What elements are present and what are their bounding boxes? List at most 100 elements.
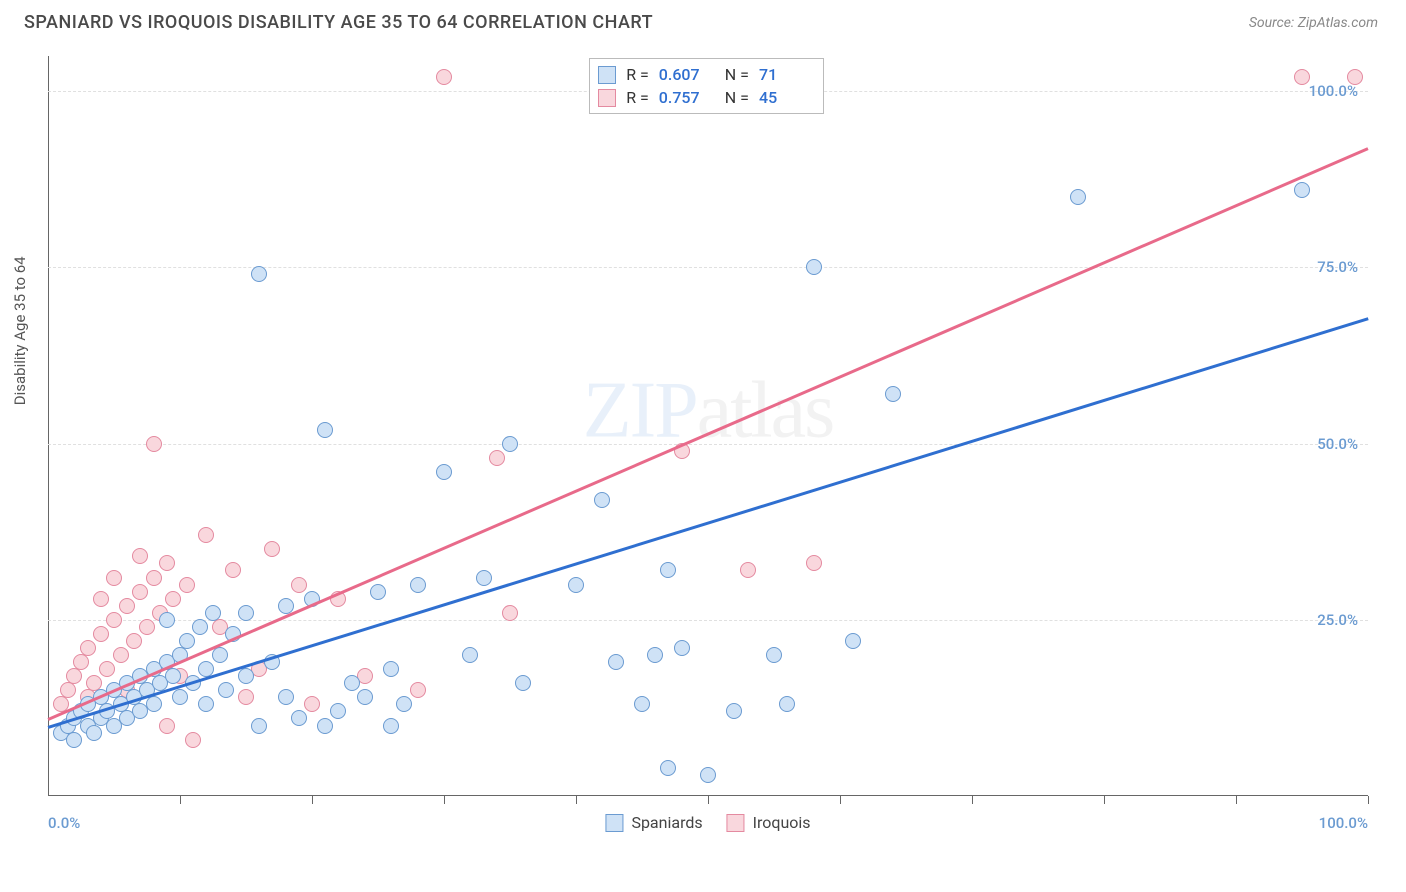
x-tick bbox=[312, 796, 313, 804]
scatter-point-iroquois bbox=[113, 647, 129, 663]
scatter-point-spaniards bbox=[357, 689, 373, 705]
scatter-point-spaniards bbox=[608, 654, 624, 670]
n-label: N = bbox=[725, 88, 749, 107]
scatter-point-spaniards bbox=[278, 689, 294, 705]
x-tick bbox=[1368, 796, 1369, 804]
scatter-point-spaniards bbox=[146, 696, 162, 712]
scatter-point-spaniards bbox=[344, 675, 360, 691]
n-label: N = bbox=[725, 65, 749, 84]
scatter-point-iroquois bbox=[179, 577, 195, 593]
scatter-point-spaniards bbox=[634, 696, 650, 712]
scatter-point-spaniards bbox=[396, 696, 412, 712]
x-tick bbox=[180, 796, 181, 804]
chart-title: SPANIARD VS IROQUOIS DISABILITY AGE 35 T… bbox=[24, 12, 653, 33]
scatter-point-spaniards bbox=[660, 562, 676, 578]
x-tick bbox=[972, 796, 973, 804]
scatter-point-iroquois bbox=[806, 555, 822, 571]
scatter-point-iroquois bbox=[304, 696, 320, 712]
n-value-spaniards: 71 bbox=[759, 65, 815, 84]
scatter-point-spaniards bbox=[476, 570, 492, 586]
scatter-point-iroquois bbox=[198, 527, 214, 543]
trend-line bbox=[48, 148, 1369, 721]
scatter-point-spaniards bbox=[198, 696, 214, 712]
scatter-point-iroquois bbox=[165, 591, 181, 607]
scatter-point-iroquois bbox=[502, 605, 518, 621]
scatter-point-iroquois bbox=[99, 661, 115, 677]
grid-line bbox=[48, 267, 1368, 268]
r-value-spaniards: 0.607 bbox=[659, 65, 715, 84]
scatter-point-spaniards bbox=[1294, 182, 1310, 198]
legend-label-spaniards: Spaniards bbox=[631, 813, 702, 832]
scatter-point-spaniards bbox=[251, 266, 267, 282]
scatter-point-spaniards bbox=[674, 640, 690, 656]
legend-label-iroquois: Iroquois bbox=[753, 813, 811, 832]
x-tick bbox=[576, 796, 577, 804]
scatter-point-iroquois bbox=[146, 436, 162, 452]
scatter-point-iroquois bbox=[238, 689, 254, 705]
r-label: R = bbox=[626, 88, 649, 107]
x-axis-max-label: 100.0% bbox=[1319, 814, 1368, 832]
scatter-point-iroquois bbox=[139, 619, 155, 635]
legend-item-iroquois: Iroquois bbox=[727, 813, 811, 832]
x-tick bbox=[1236, 796, 1237, 804]
scatter-point-spaniards bbox=[660, 760, 676, 776]
scatter-point-iroquois bbox=[291, 577, 307, 593]
x-tick bbox=[708, 796, 709, 804]
scatter-point-spaniards bbox=[383, 661, 399, 677]
x-tick bbox=[840, 796, 841, 804]
scatter-point-iroquois bbox=[119, 598, 135, 614]
x-tick bbox=[444, 796, 445, 804]
y-tick-label: 50.0% bbox=[1317, 435, 1358, 453]
scatter-point-iroquois bbox=[93, 591, 109, 607]
scatter-point-iroquois bbox=[132, 584, 148, 600]
scatter-point-iroquois bbox=[159, 718, 175, 734]
r-value-iroquois: 0.757 bbox=[659, 88, 715, 107]
n-value-iroquois: 45 bbox=[759, 88, 815, 107]
scatter-point-spaniards bbox=[568, 577, 584, 593]
grid-line bbox=[48, 444, 1368, 445]
scatter-point-iroquois bbox=[60, 682, 76, 698]
scatter-point-spaniards bbox=[779, 696, 795, 712]
scatter-point-spaniards bbox=[251, 718, 267, 734]
scatter-point-iroquois bbox=[93, 626, 109, 642]
scatter-point-spaniards bbox=[462, 647, 478, 663]
scatter-point-iroquois bbox=[264, 541, 280, 557]
series-legend: Spaniards Iroquois bbox=[605, 813, 810, 832]
y-tick-label: 100.0% bbox=[1309, 82, 1358, 100]
scatter-point-iroquois bbox=[1347, 69, 1363, 85]
scatter-point-iroquois bbox=[106, 612, 122, 628]
scatter-point-spaniards bbox=[317, 718, 333, 734]
scatter-point-spaniards bbox=[383, 718, 399, 734]
y-tick-label: 75.0% bbox=[1317, 258, 1358, 276]
y-axis-line bbox=[48, 56, 49, 796]
scatter-point-spaniards bbox=[172, 689, 188, 705]
scatter-point-spaniards bbox=[370, 584, 386, 600]
scatter-point-spaniards bbox=[1070, 189, 1086, 205]
scatter-point-spaniards bbox=[212, 647, 228, 663]
scatter-point-spaniards bbox=[86, 725, 102, 741]
stats-row-iroquois: R = 0.757 N = 45 bbox=[598, 86, 815, 109]
scatter-point-spaniards bbox=[502, 436, 518, 452]
x-tick bbox=[1104, 796, 1105, 804]
chart-plot-area: Disability Age 35 to 64 ZIPatlas 25.0%50… bbox=[48, 56, 1368, 796]
scatter-point-spaniards bbox=[885, 386, 901, 402]
legend-item-spaniards: Spaniards bbox=[605, 813, 702, 832]
scatter-point-iroquois bbox=[146, 570, 162, 586]
scatter-point-spaniards bbox=[66, 732, 82, 748]
scatter-point-iroquois bbox=[410, 682, 426, 698]
scatter-point-spaniards bbox=[647, 647, 663, 663]
scatter-point-iroquois bbox=[73, 654, 89, 670]
scatter-point-spaniards bbox=[317, 422, 333, 438]
scatter-point-iroquois bbox=[80, 640, 96, 656]
scatter-point-spaniards bbox=[410, 577, 426, 593]
scatter-point-iroquois bbox=[740, 562, 756, 578]
legend-swatch-spaniards bbox=[605, 814, 623, 832]
scatter-point-spaniards bbox=[165, 668, 181, 684]
scatter-point-spaniards bbox=[726, 703, 742, 719]
scatter-point-spaniards bbox=[700, 767, 716, 783]
x-axis-min-label: 0.0% bbox=[48, 814, 80, 832]
scatter-point-iroquois bbox=[436, 69, 452, 85]
scatter-point-spaniards bbox=[845, 633, 861, 649]
r-label: R = bbox=[626, 65, 649, 84]
legend-swatch-iroquois bbox=[727, 814, 745, 832]
